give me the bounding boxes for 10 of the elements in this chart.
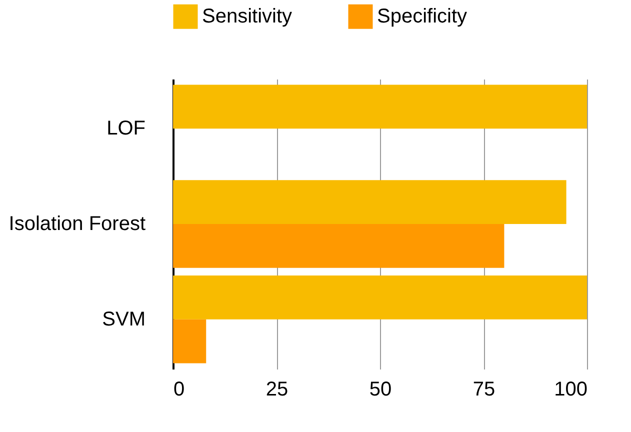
legend-label: Specificity (377, 6, 468, 28)
y-tick-label: Isolation Forest (8, 213, 146, 235)
x-tick-label: 75 (472, 378, 496, 400)
x-tick-label: 0 (174, 378, 185, 400)
y-tick-label: SVM (102, 308, 146, 330)
x-tick-label: 100 (554, 378, 588, 400)
y-tick-label: LOF (106, 118, 146, 140)
legend-label: Sensitivity (202, 6, 292, 28)
x-tick-label: 25 (266, 378, 288, 400)
x-tick-label: 50 (369, 378, 392, 400)
